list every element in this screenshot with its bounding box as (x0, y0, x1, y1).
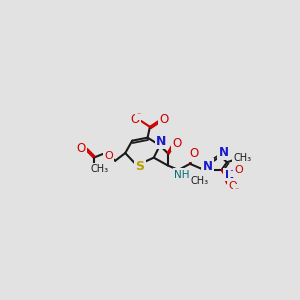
Text: O: O (77, 142, 86, 155)
Text: N: N (156, 135, 167, 148)
Text: N: N (225, 169, 234, 180)
Text: ⁻: ⁻ (234, 185, 238, 194)
Text: NH: NH (175, 169, 190, 180)
Text: O: O (172, 136, 182, 149)
Text: O: O (159, 113, 168, 126)
Text: O: O (189, 147, 198, 160)
Text: +: + (230, 166, 236, 175)
Text: N: N (219, 146, 229, 159)
Text: O: O (228, 181, 237, 191)
Text: S: S (135, 160, 144, 172)
Text: O: O (104, 151, 113, 161)
Text: CH₃: CH₃ (233, 153, 251, 163)
Text: N: N (203, 160, 213, 172)
Text: CH₃: CH₃ (191, 176, 209, 186)
Text: CH₃: CH₃ (90, 164, 108, 174)
Text: O: O (234, 165, 243, 175)
Text: ⁻: ⁻ (136, 110, 140, 119)
Text: O: O (130, 113, 140, 126)
